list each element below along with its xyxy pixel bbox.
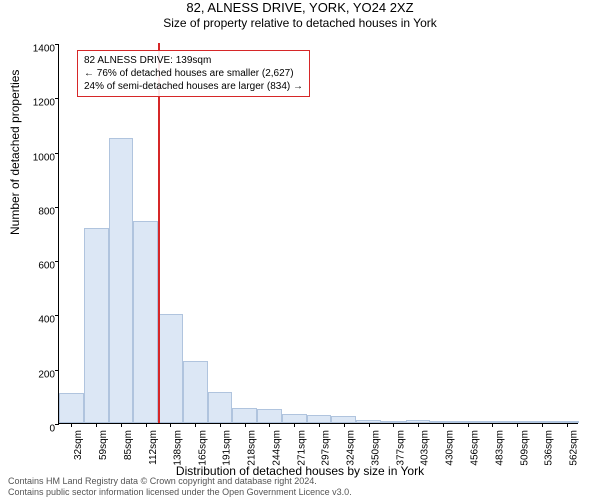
xtick-label: 218sqm xyxy=(247,430,258,466)
ytick-mark xyxy=(55,370,59,371)
xtick-mark xyxy=(96,423,97,427)
xtick-mark xyxy=(294,423,295,427)
xtick-mark xyxy=(245,423,246,427)
xtick-mark xyxy=(492,423,493,427)
footer-attribution: Contains HM Land Registry data © Crown c… xyxy=(8,476,352,498)
xtick-label: 191sqm xyxy=(222,430,233,466)
property-annotation: 82 ALNESS DRIVE: 139sqm← 76% of detached… xyxy=(77,50,310,97)
ytick-mark xyxy=(55,44,59,45)
xtick-mark xyxy=(418,423,419,427)
xtick-mark xyxy=(71,423,72,427)
histogram-bar xyxy=(257,409,282,423)
ytick-label: 600 xyxy=(27,261,55,272)
xtick-label: 324sqm xyxy=(346,430,357,466)
xtick-label: 32sqm xyxy=(73,430,84,460)
xtick-label: 509sqm xyxy=(519,430,530,466)
xtick-mark xyxy=(567,423,568,427)
ytick-mark xyxy=(55,315,59,316)
xtick-label: 165sqm xyxy=(197,430,208,466)
ytick-mark xyxy=(55,424,59,425)
histogram-bar xyxy=(208,392,233,423)
ytick-label: 200 xyxy=(27,369,55,380)
ytick-mark xyxy=(55,261,59,262)
xtick-label: 430sqm xyxy=(445,430,456,466)
xtick-mark xyxy=(170,423,171,427)
xtick-mark xyxy=(468,423,469,427)
xtick-label: 536sqm xyxy=(544,430,555,466)
xtick-label: 271sqm xyxy=(296,430,307,466)
chart-subtitle: Size of property relative to detached ho… xyxy=(0,16,600,30)
chart-container: 020040060080010001200140032sqm59sqm85sqm… xyxy=(58,44,578,424)
xtick-label: 377sqm xyxy=(395,430,406,466)
ytick-label: 1400 xyxy=(27,44,55,55)
xtick-mark xyxy=(195,423,196,427)
ytick-mark xyxy=(55,153,59,154)
xtick-mark xyxy=(319,423,320,427)
xtick-label: 350sqm xyxy=(371,430,382,466)
y-axis-label: Number of detached properties xyxy=(8,70,22,235)
ytick-label: 0 xyxy=(27,424,55,435)
annotation-line: ← 76% of detached houses are smaller (2,… xyxy=(84,67,303,80)
ytick-label: 800 xyxy=(27,206,55,217)
histogram-bar xyxy=(183,361,208,423)
xtick-label: 403sqm xyxy=(420,430,431,466)
histogram-bar xyxy=(307,415,332,423)
footer-line-1: Contains HM Land Registry data © Crown c… xyxy=(8,476,352,487)
chart-title: 82, ALNESS DRIVE, YORK, YO24 2XZ xyxy=(0,0,600,15)
histogram-bar xyxy=(109,138,134,423)
footer-line-2: Contains public sector information licen… xyxy=(8,487,352,498)
xtick-label: 483sqm xyxy=(494,430,505,466)
property-marker-line xyxy=(158,43,160,423)
histogram-bar xyxy=(133,221,158,423)
ytick-label: 400 xyxy=(27,315,55,326)
histogram-bar xyxy=(331,416,356,423)
xtick-label: 59sqm xyxy=(98,430,109,460)
histogram-bar xyxy=(282,414,307,424)
ytick-mark xyxy=(55,98,59,99)
xtick-label: 297sqm xyxy=(321,430,332,466)
xtick-mark xyxy=(542,423,543,427)
histogram-bar xyxy=(84,228,109,423)
xtick-label: 562sqm xyxy=(569,430,580,466)
xtick-mark xyxy=(393,423,394,427)
xtick-label: 85sqm xyxy=(123,430,134,460)
xtick-label: 138sqm xyxy=(172,430,183,466)
xtick-label: 456sqm xyxy=(470,430,481,466)
xtick-mark xyxy=(517,423,518,427)
plot-area: 020040060080010001200140032sqm59sqm85sqm… xyxy=(58,44,578,424)
xtick-label: 112sqm xyxy=(148,430,159,465)
ytick-label: 1200 xyxy=(27,98,55,109)
xtick-mark xyxy=(344,423,345,427)
xtick-mark xyxy=(121,423,122,427)
xtick-mark xyxy=(369,423,370,427)
annotation-line: 82 ALNESS DRIVE: 139sqm xyxy=(84,54,303,67)
histogram-bar xyxy=(232,408,257,423)
xtick-mark xyxy=(146,423,147,427)
histogram-bar xyxy=(158,314,183,423)
ytick-label: 1000 xyxy=(27,152,55,163)
xtick-label: 244sqm xyxy=(271,430,282,466)
ytick-mark xyxy=(55,207,59,208)
xtick-mark xyxy=(443,423,444,427)
xtick-mark xyxy=(220,423,221,427)
xtick-mark xyxy=(269,423,270,427)
annotation-line: 24% of semi-detached houses are larger (… xyxy=(84,80,303,93)
histogram-bar xyxy=(59,393,84,423)
